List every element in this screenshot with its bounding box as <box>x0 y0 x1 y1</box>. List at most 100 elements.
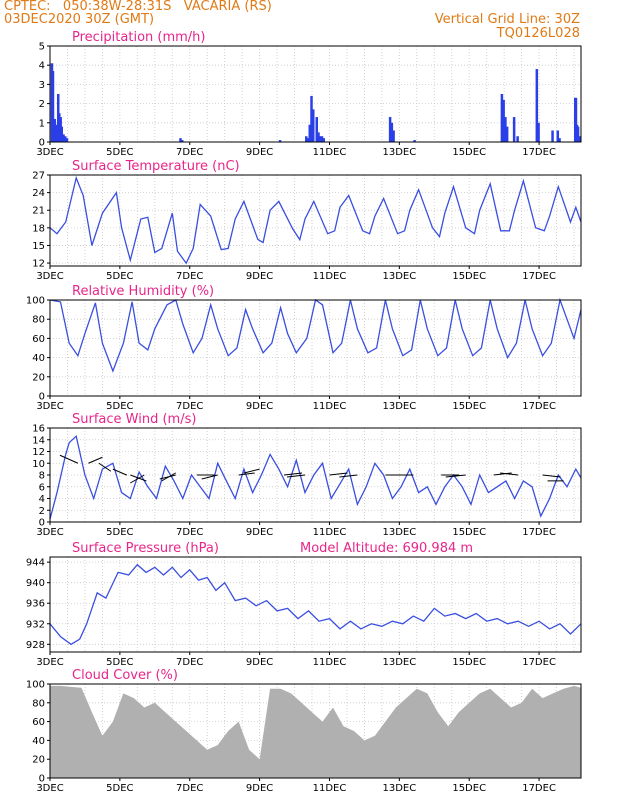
wind-arrow <box>130 474 145 484</box>
precipitation-frame <box>49 45 582 143</box>
pressure-xtick-label: 15DEC <box>452 657 486 668</box>
precipitation-bar <box>504 117 507 142</box>
precipitation-bar <box>60 126 63 142</box>
humidity-ytick-label: 60 <box>32 334 45 345</box>
wind-arrow <box>238 472 255 476</box>
humidity-title: Relative Humidity (%) <box>72 284 214 299</box>
humidity-frame <box>49 299 582 397</box>
wind-arrow <box>201 474 218 480</box>
humidity-ytick-label: 80 <box>32 315 45 326</box>
wind-ytick-label: 14 <box>32 435 45 446</box>
precipitation-bar <box>310 95 313 142</box>
cloud-cover-xtick-label: 15DEC <box>452 783 486 794</box>
wind-arrow <box>59 454 79 464</box>
cloud-cover-area <box>50 685 581 778</box>
humidity-xtick-label: 5DEC <box>106 401 133 412</box>
wind-xtick-label: 5DEC <box>106 527 133 538</box>
cloud-cover-xtick-label: 5DEC <box>106 783 133 794</box>
precipitation-bar <box>558 138 561 142</box>
precipitation-bar <box>578 136 581 142</box>
precipitation-bar <box>63 136 67 142</box>
humidity-xtick-label: 9DEC <box>246 401 273 412</box>
cloud-cover-ytick-label: 20 <box>32 755 45 766</box>
precipitation-bar <box>390 122 394 142</box>
precipitation-bar <box>315 117 318 142</box>
cloud-cover-title: Cloud Cover (%) <box>72 668 178 683</box>
precipitation-xtick-label: 11DEC <box>313 147 347 158</box>
pressure-annotation: Model Altitude: 690.984 m <box>300 541 473 556</box>
wind-arrow <box>493 472 512 476</box>
temperature-xtick-label: 9DEC <box>246 271 273 282</box>
precipitation-xtick-label: 7DEC <box>176 147 203 158</box>
cloud-cover-xtick-label: 11DEC <box>313 783 347 794</box>
precipitation-ytick-label: 2 <box>39 99 45 110</box>
header-grid-line: Vertical Grid Line: 30Z <box>434 12 580 27</box>
cloud-cover-xtick-label: 3DEC <box>36 783 63 794</box>
pressure-xtick-label: 7DEC <box>176 657 203 668</box>
humidity-ytick-label: 100 <box>26 296 45 307</box>
precipitation-bar <box>388 117 392 142</box>
wind-ytick-label: 6 <box>39 482 45 493</box>
precipitation-bar <box>308 124 312 142</box>
precipitation-bar <box>51 70 55 142</box>
pressure-ytick-label: 944 <box>26 558 45 569</box>
humidity-xtick-label: 11DEC <box>313 401 347 412</box>
cloud-cover-frame <box>49 683 582 779</box>
humidity-xtick-label: 17DEC <box>522 401 556 412</box>
cloud-cover-xtick-label: 9DEC <box>246 783 273 794</box>
temperature-ytick-label: 18 <box>32 223 45 234</box>
temperature-xtick-label: 3DEC <box>36 271 63 282</box>
precipitation-bar <box>502 99 505 142</box>
wind-arrow <box>284 472 303 476</box>
precipitation-ytick-label: 1 <box>39 118 45 129</box>
wind-arrow <box>88 456 103 464</box>
wind-arrow <box>286 474 306 478</box>
pressure-ytick-label: 936 <box>26 599 45 610</box>
wind-arrow <box>98 462 112 472</box>
header-station: CPTEC: 050:38W-28:31S VACARIA (RS) <box>4 0 272 14</box>
precipitation-bar <box>179 138 182 142</box>
header-date: 03DEC2020 30Z (GMT) <box>4 12 155 27</box>
cloud-cover-ytick-label: 100 <box>26 680 45 691</box>
wind-arrow <box>339 474 358 478</box>
temperature-ytick-label: 21 <box>32 206 45 217</box>
wind-xtick-label: 17DEC <box>522 527 556 538</box>
precipitation-bar <box>58 113 61 142</box>
wind-arrow <box>159 474 176 480</box>
precipitation-xtick-label: 3DEC <box>36 147 63 158</box>
wind-ytick-label: 2 <box>39 506 45 517</box>
pressure-xtick-label: 11DEC <box>313 657 347 668</box>
wind-ytick-label: 10 <box>32 459 45 470</box>
precipitation-bar <box>392 130 395 142</box>
precipitation-bar <box>576 126 580 142</box>
wind-frame <box>49 427 582 523</box>
cloud-cover-ytick-label: 0 <box>39 774 45 785</box>
header-model: TQ0126L028 <box>496 26 580 41</box>
wind-xtick-label: 3DEC <box>36 527 63 538</box>
wind-xtick-label: 13DEC <box>382 527 416 538</box>
precipitation-bar <box>320 136 324 142</box>
precipitation-xtick-label: 5DEC <box>106 147 133 158</box>
precipitation-bar <box>574 97 578 142</box>
humidity-xtick-label: 7DEC <box>176 401 203 412</box>
temperature-xtick-label: 17DEC <box>522 271 556 282</box>
precipitation-bar <box>305 136 308 142</box>
precipitation-bar <box>317 132 320 142</box>
temperature-line <box>49 175 582 265</box>
wind-arrow <box>112 468 128 476</box>
precipitation-bar <box>413 140 416 142</box>
temperature-xtick-label: 7DEC <box>176 271 203 282</box>
precipitation-bar <box>306 138 310 142</box>
wind-title: Surface Wind (m/s) <box>72 412 196 427</box>
precipitation-xtick-label: 13DEC <box>382 147 416 158</box>
pressure-xtick-label: 3DEC <box>36 657 63 668</box>
wind-arrow <box>329 472 348 476</box>
precipitation-bar <box>65 138 69 142</box>
humidity-xtick-label: 3DEC <box>36 401 63 412</box>
pressure-title: Surface Pressure (hPa) <box>72 541 219 556</box>
precipitation-bar <box>512 117 516 142</box>
temperature-title: Surface Temperature (nC) <box>72 159 240 174</box>
pressure-ytick-label: 928 <box>26 640 45 651</box>
precipitation-bar <box>505 126 509 142</box>
humidity-ytick-label: 0 <box>39 392 45 403</box>
